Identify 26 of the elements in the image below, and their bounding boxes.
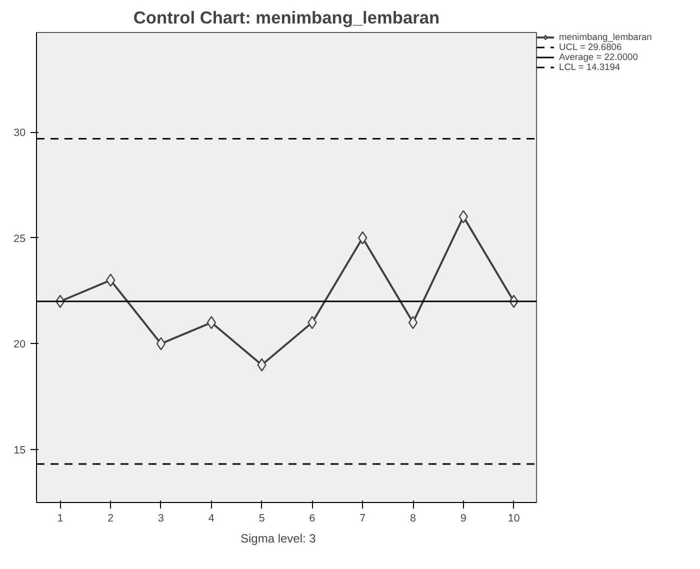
point (257, 358, 266, 372)
legend-label: menimbang_lembaran (559, 32, 652, 42)
x-tick-label: 4 (208, 512, 214, 524)
x-tick-label: 1 (57, 512, 64, 524)
point (458, 210, 468, 224)
y-tick-label: 25 (14, 232, 26, 245)
point (358, 231, 368, 244)
y-tick-label: 30 (14, 127, 26, 140)
x-tick-label: 5 (258, 512, 265, 524)
legend-label: UCL = 29.6806 (559, 42, 622, 52)
point (106, 274, 116, 287)
legend-label: LCL = 14.3194 (559, 62, 620, 72)
x-tick-label: 10 (508, 512, 520, 524)
x-tick-label: 7 (360, 512, 366, 524)
x-tick-label: 9 (460, 512, 466, 524)
y-tick-label: 15 (14, 444, 26, 457)
point (156, 337, 166, 350)
x-tick-label: 3 (158, 512, 164, 524)
x-tick-label: 8 (410, 512, 416, 524)
point (408, 316, 418, 330)
x-tick-label: 2 (108, 512, 114, 524)
text: Sigma level: 3 (240, 532, 316, 546)
chart-title: Control Chart: menimbang_lembaran (133, 8, 440, 28)
x-tick-label: 6 (309, 512, 316, 524)
legend-label: Average = 22.0000 (559, 52, 638, 62)
y-tick-label: 20 (14, 338, 26, 351)
